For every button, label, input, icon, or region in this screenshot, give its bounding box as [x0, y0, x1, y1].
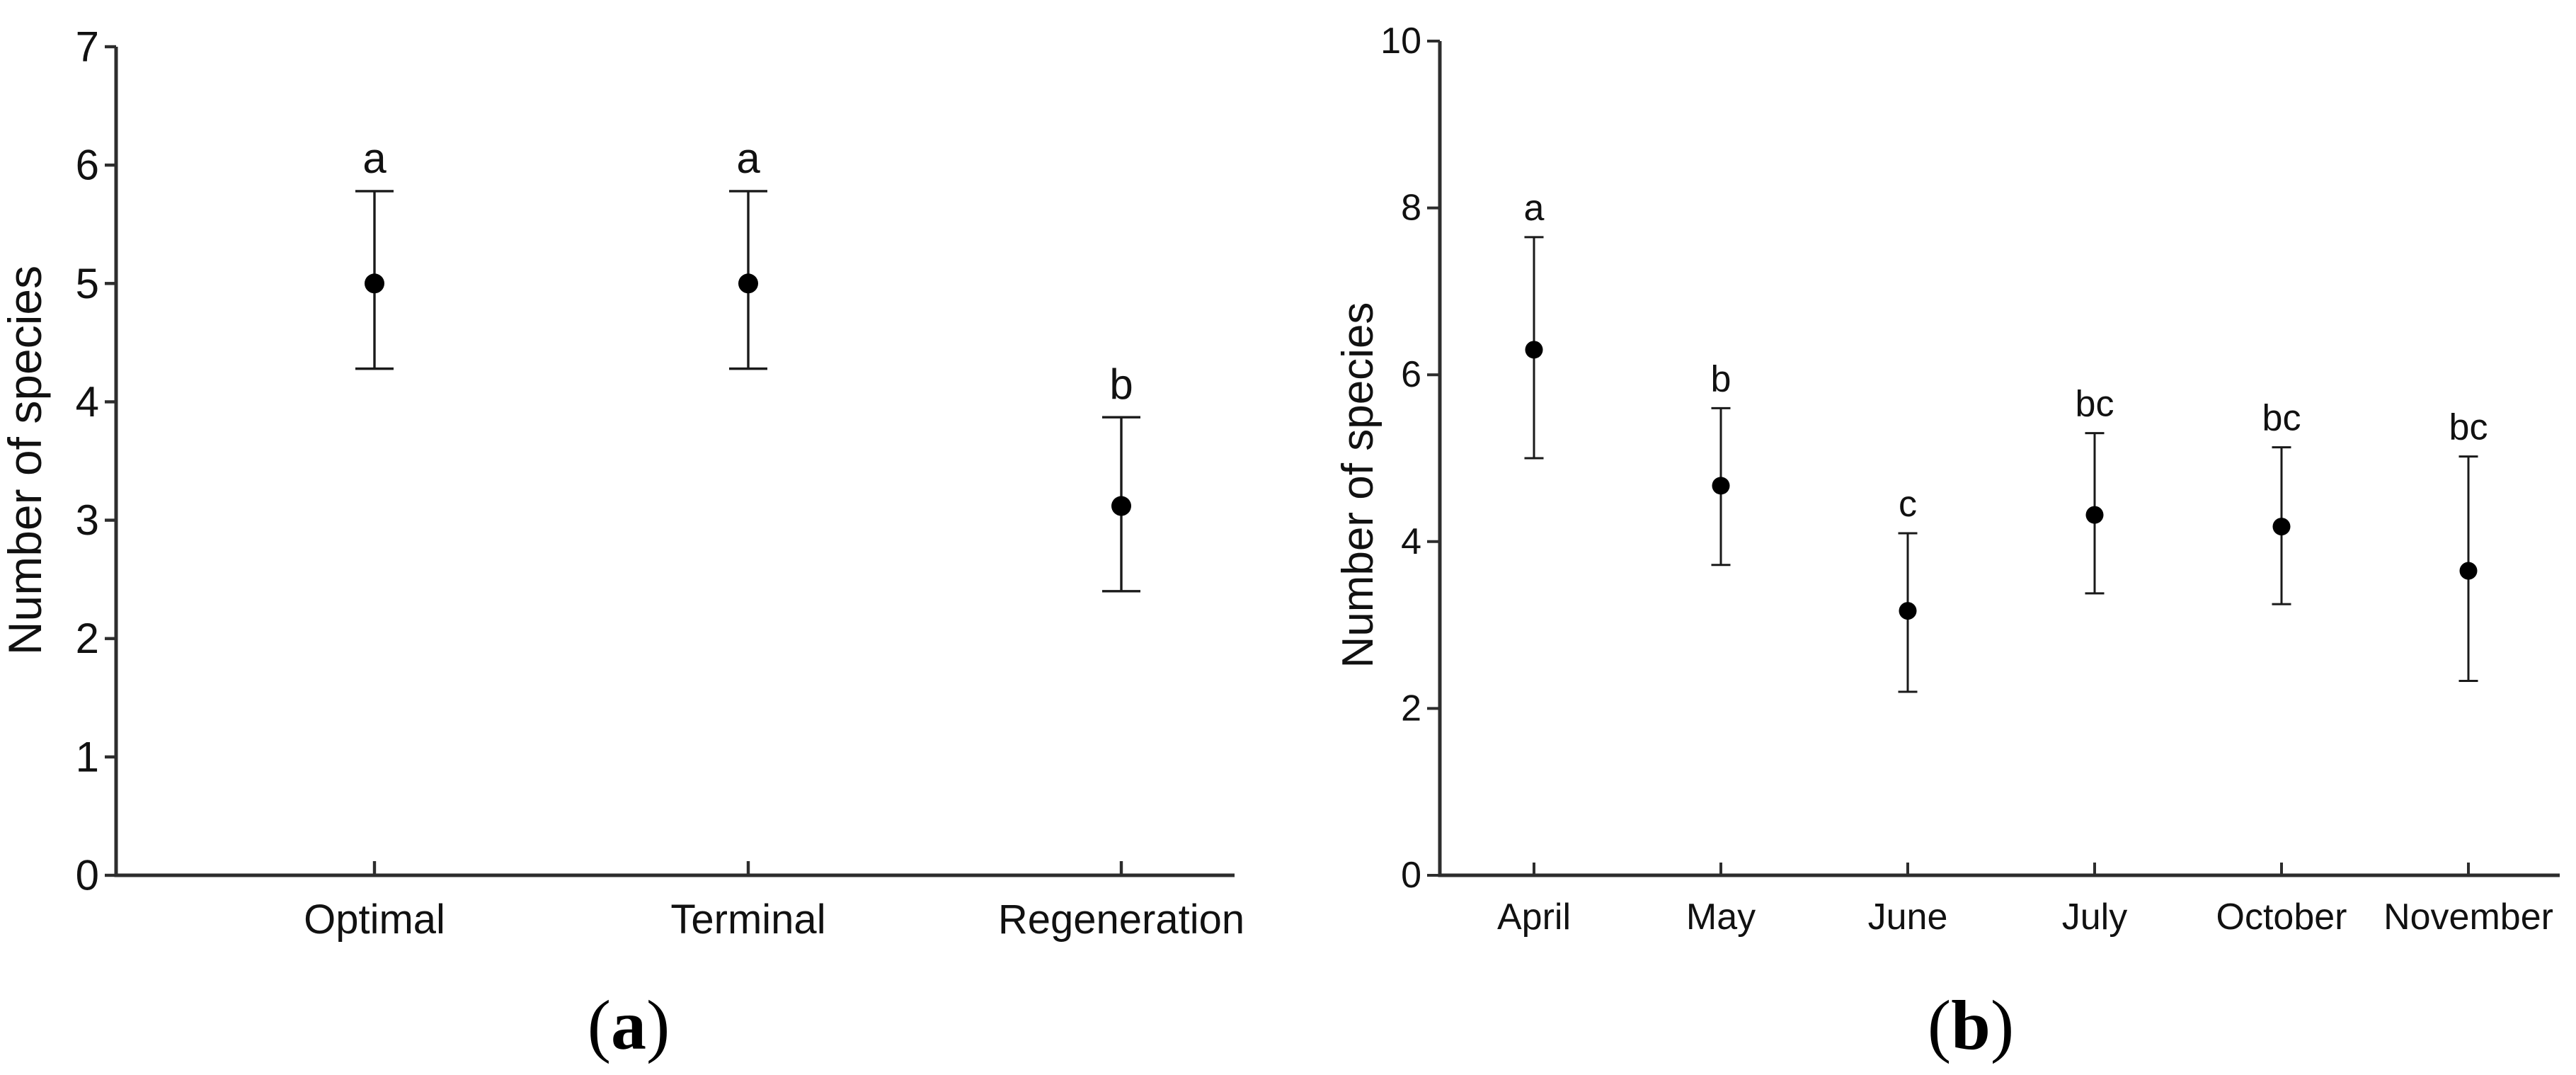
- data-point-mean: [2085, 506, 2104, 524]
- data-point-mean: [1111, 496, 1131, 516]
- data-point-mean: [1712, 477, 1730, 495]
- significance-letter: bc: [2449, 407, 2488, 448]
- significance-letter: a: [362, 135, 387, 182]
- y-tick-label: 7: [76, 23, 99, 71]
- y-tick-label: 8: [1401, 188, 1421, 229]
- x-category-label: October: [2216, 897, 2347, 938]
- data-point-mean: [365, 273, 384, 294]
- x-category-label: Optimal: [304, 897, 445, 943]
- caption-b-close-paren: ): [1990, 986, 2015, 1064]
- y-axis-title: Number of species: [1334, 302, 1383, 669]
- data-point-mean: [1525, 341, 1543, 359]
- y-tick-label: 6: [1401, 354, 1421, 395]
- significance-letter: c: [1899, 484, 1917, 525]
- x-category-label: Terminal: [670, 897, 825, 943]
- y-tick-label: 5: [76, 260, 99, 307]
- significance-letter: bc: [2262, 398, 2301, 439]
- data-point-mean: [1899, 602, 1917, 620]
- y-tick-label: 0: [1401, 855, 1421, 896]
- y-tick-label: 6: [76, 142, 99, 189]
- significance-letter: a: [736, 135, 760, 182]
- caption-b-letter: b: [1951, 986, 1991, 1064]
- y-axis-title: Number of species: [0, 266, 51, 655]
- y-tick-label: 1: [76, 733, 99, 780]
- significance-letter: b: [1109, 360, 1133, 408]
- caption-b-open-paren: (: [1927, 986, 1952, 1064]
- caption-a-close-paren: ): [646, 986, 670, 1064]
- x-category-label: April: [1497, 897, 1571, 938]
- significance-letter: a: [1524, 188, 1545, 229]
- y-tick-label: 10: [1380, 21, 1421, 62]
- x-category-label: Regeneration: [998, 897, 1244, 943]
- y-tick-label: 3: [76, 496, 99, 544]
- x-category-label: June: [1868, 897, 1948, 938]
- data-point-mean: [2272, 518, 2291, 536]
- y-tick-label: 2: [76, 615, 99, 662]
- chart-b-species-by-month: 0 2 4 6 8 10 April May June July October November Nu…: [1334, 21, 2560, 938]
- x-category-label: May: [1686, 897, 1756, 938]
- y-tick-label: 4: [76, 378, 99, 426]
- significance-letter: b: [1711, 358, 1731, 399]
- caption-a: (a): [588, 990, 670, 1061]
- data-point-mean: [738, 273, 758, 294]
- significance-letter: bc: [2076, 384, 2114, 425]
- caption-a-open-paren: (: [587, 986, 611, 1064]
- y-tick-label: 2: [1401, 688, 1421, 729]
- x-category-label: July: [2062, 897, 2127, 938]
- caption-a-letter: a: [611, 986, 646, 1064]
- caption-b: (b): [1928, 990, 2014, 1061]
- x-category-label: November: [2383, 897, 2553, 938]
- y-tick-label: 4: [1401, 521, 1421, 562]
- data-point-mean: [2459, 562, 2478, 580]
- chart-a-species-by-forest-stage: 0 1 2 3 4 5 6 7 Optimal Terminal Regeneration Numbe…: [0, 23, 1244, 943]
- y-tick-label: 0: [76, 852, 99, 899]
